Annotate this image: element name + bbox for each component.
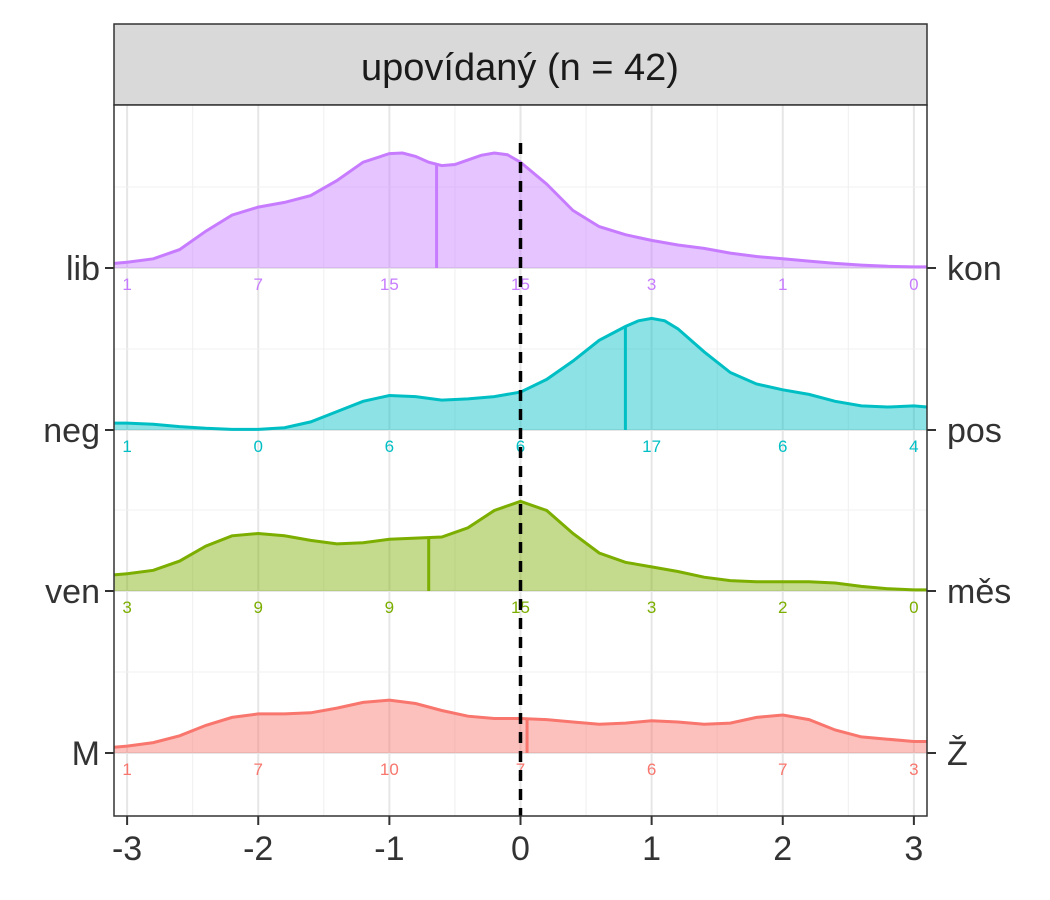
series-neg-pos: 1 0 6 6 17 6 4: [114, 316, 928, 456]
count-label: 1: [778, 275, 787, 294]
x-tick-label: -1: [374, 830, 404, 868]
count-label: 0: [909, 598, 918, 617]
density-line: [113, 151, 927, 269]
count-label: 10: [380, 760, 399, 779]
y-label-right: pos: [947, 412, 1002, 450]
count-label: 7: [254, 275, 263, 294]
density-line: [113, 499, 927, 592]
count-label: 7: [254, 760, 263, 779]
density-line: [114, 316, 928, 431]
facet-title: upovídaný (n = 42): [361, 47, 679, 89]
count-label: 3: [647, 275, 656, 294]
y-label-right: Ž: [947, 735, 968, 773]
count-label: 1: [122, 760, 131, 779]
count-label: 3: [122, 598, 131, 617]
count-label: 4: [909, 437, 918, 456]
x-tick-label: -3: [112, 830, 142, 868]
count-label: 6: [778, 437, 787, 456]
count-label: 9: [254, 598, 263, 617]
x-tick-label: 1: [642, 830, 661, 868]
count-label: 6: [385, 437, 394, 456]
count-label: 17: [642, 437, 661, 456]
y-label-left: lib: [66, 250, 100, 288]
count-label: 1: [122, 437, 131, 456]
count-label: 0: [909, 275, 918, 294]
y-label-right: kon: [947, 250, 1002, 288]
axes: -3 -2 -1 0 1 2 3 lib kon neg pos ven měs M Ž: [43, 250, 1011, 868]
count-label: 6: [516, 437, 525, 456]
x-tick-label: 2: [773, 830, 792, 868]
x-tick-label: -2: [243, 830, 273, 868]
count-label: 15: [380, 275, 399, 294]
count-label: 2: [778, 598, 787, 617]
y-label-left: ven: [45, 573, 100, 611]
x-tick-label: 0: [511, 830, 530, 868]
y-label-left: neg: [43, 412, 100, 450]
y-label-left: M: [72, 735, 100, 773]
density-area: [114, 318, 927, 430]
count-label: 3: [647, 598, 656, 617]
count-label: 7: [516, 760, 525, 779]
count-label: 0: [254, 437, 263, 456]
count-label: 6: [647, 760, 656, 779]
x-tick-label: 3: [904, 830, 923, 868]
y-label-right: měs: [947, 573, 1011, 611]
facet-strip: [113, 23, 928, 106]
count-label: 1: [122, 275, 131, 294]
count-label: 3: [909, 760, 918, 779]
count-label: 9: [385, 598, 394, 617]
density-area: [114, 700, 927, 753]
count-label: 7: [778, 760, 787, 779]
